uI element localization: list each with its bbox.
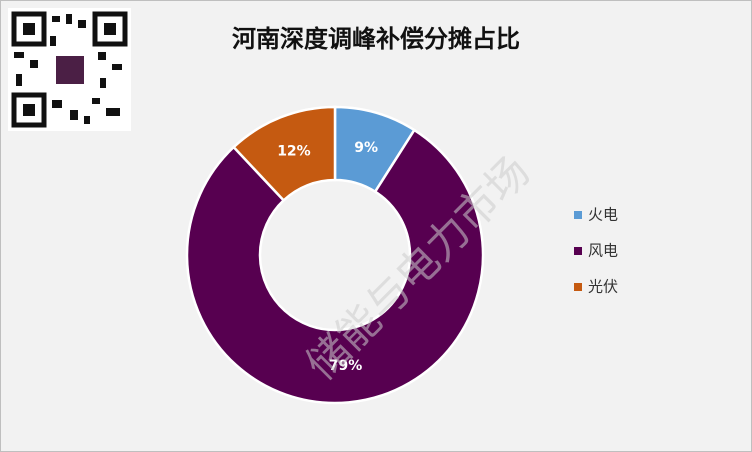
donut-slice <box>231 105 337 203</box>
qr-code <box>8 8 131 131</box>
legend-label: 火电 <box>588 206 618 224</box>
legend-swatch <box>574 247 582 255</box>
data-label: 79% <box>329 358 363 374</box>
chart-title: 河南深度调峰补偿分摊占比 <box>232 25 520 53</box>
legend-swatch <box>574 283 582 291</box>
donut: 9% 79% 12% <box>185 105 485 405</box>
donut-slice <box>185 128 485 405</box>
data-label: 9% <box>354 140 378 156</box>
legend-swatch <box>574 211 582 219</box>
legend-label: 光伏 <box>588 278 618 296</box>
legend-label: 风电 <box>588 242 618 260</box>
data-label: 12% <box>277 143 311 159</box>
